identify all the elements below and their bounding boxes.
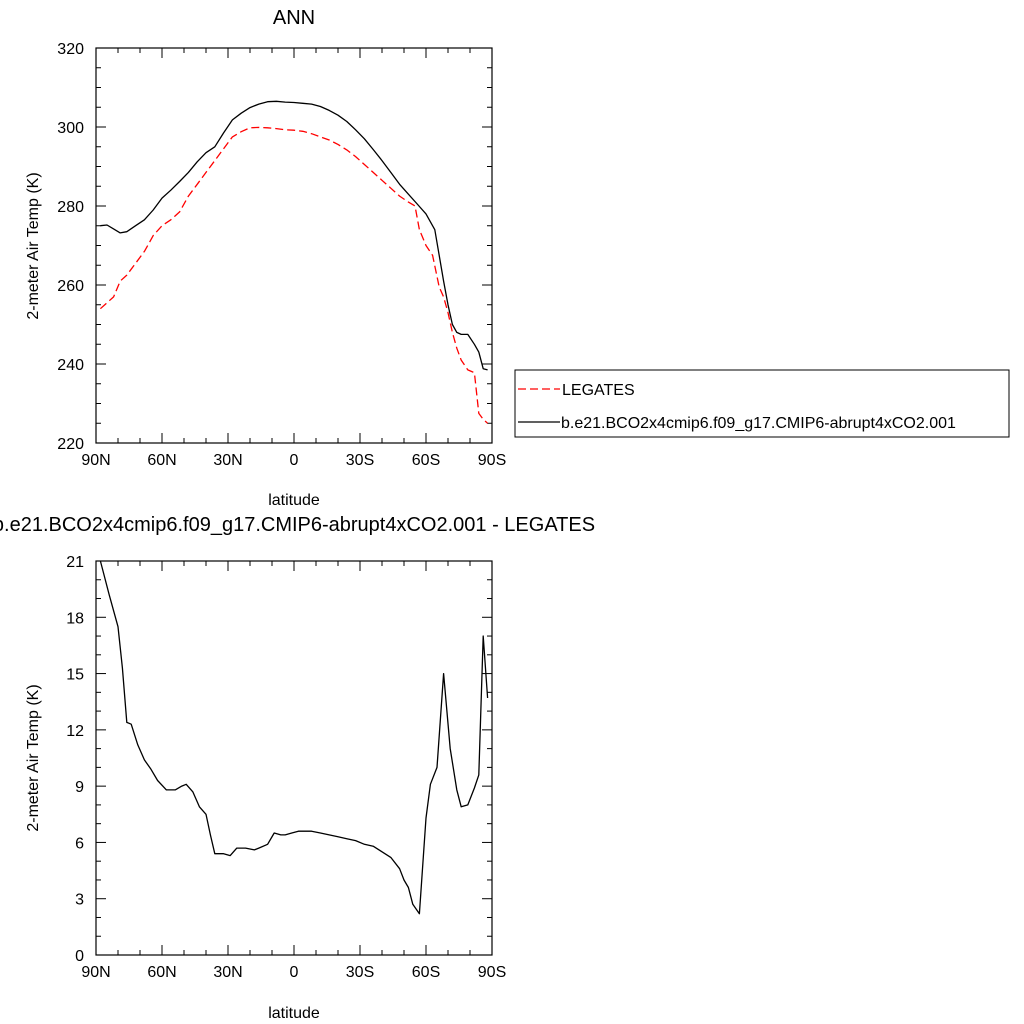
top-panel-x-axis-label: latitude xyxy=(268,492,320,509)
top-panel-x-tick-label: 60S xyxy=(412,452,440,469)
top-panel-y-tick-label: 320 xyxy=(57,41,84,58)
top-panel-ticks: 90N 60N 30N 0 30S 60S 90S 220 240 260 280 300 320 xyxy=(57,41,506,469)
bottom-panel-x-tick-label: 90S xyxy=(478,964,506,981)
top-panel-y-tick-label: 240 xyxy=(57,357,84,374)
top-panel-frame xyxy=(95,47,493,444)
top-panel-y-axis-label: 2-meter Air Temp (K) xyxy=(25,172,42,319)
bottom-panel-y-tick-label: 6 xyxy=(75,835,84,852)
top-panel-y-tick-label: 280 xyxy=(57,199,84,216)
legend-box xyxy=(514,369,1010,438)
bottom-panel-x-tick-label: 30N xyxy=(213,964,242,981)
top-panel-x-tick-label: 0 xyxy=(290,452,299,469)
bottom-panel-y-tick-label: 3 xyxy=(75,892,84,909)
top-panel-y-tick-label: 300 xyxy=(57,120,84,137)
bottom-panel-x-tick-label: 90N xyxy=(81,964,110,981)
legend: LEGATES b.e21.BCO2x4cmip6.f09_g17.CMIP6-… xyxy=(514,369,1010,438)
top-panel-series-line-0 xyxy=(99,126,489,424)
top-panel-x-tick-label: 30N xyxy=(213,452,242,469)
top-panel-y-tick-label: 220 xyxy=(57,436,84,453)
bottom-panel-y-tick-label: 18 xyxy=(66,610,84,627)
bottom-panel-y-tick-label: 15 xyxy=(66,667,84,684)
bottom-panel-series-line-0 xyxy=(99,560,489,915)
top-panel-plot-area xyxy=(99,100,489,424)
top-panel-title: ANN xyxy=(273,7,315,29)
bottom-panel-ticks: 90N 60N 30N 0 30S 60S 90S 0 3 6 9 12 15 18 21 xyxy=(66,554,506,981)
top-panel-series-line-1 xyxy=(100,100,488,371)
top-panel-x-tick-label: 30S xyxy=(346,452,374,469)
top-panel: ANN latitude 2-meter Air Temp (K) 90N 60N… xyxy=(25,7,506,509)
bottom-panel-title: b.e21.BCO2x4cmip6.f09_g17.CMIP6-abrupt4x… xyxy=(0,514,595,536)
bottom-panel-x-tick-label: 60N xyxy=(147,964,176,981)
bottom-panel-x-tick-label: 0 xyxy=(290,964,299,981)
top-panel-x-tick-label: 60N xyxy=(147,452,176,469)
bottom-panel-y-tick-label: 0 xyxy=(75,948,84,965)
bottom-panel-x-tick-label: 60S xyxy=(412,964,440,981)
top-panel-x-tick-label: 90N xyxy=(81,452,110,469)
bottom-panel-y-axis-label: 2-meter Air Temp (K) xyxy=(25,684,42,831)
bottom-panel-y-tick-label: 21 xyxy=(66,554,84,571)
bottom-panel-plot-area xyxy=(99,560,489,915)
bottom-panel-x-tick-label: 30S xyxy=(346,964,374,981)
legend-label-legates: LEGATES xyxy=(562,382,635,399)
bottom-panel-y-tick-label: 9 xyxy=(75,779,84,796)
top-panel-y-tick-label: 260 xyxy=(57,278,84,295)
bottom-panel: b.e21.BCO2x4cmip6.f09_g17.CMIP6-abrupt4x… xyxy=(0,514,595,1022)
bottom-panel-frame xyxy=(95,560,493,956)
legend-label-model: b.e21.BCO2x4cmip6.f09_g17.CMIP6-abrupt4x… xyxy=(561,415,956,432)
bottom-panel-x-axis-label: latitude xyxy=(268,1005,320,1022)
bottom-panel-y-tick-label: 12 xyxy=(66,723,84,740)
top-panel-x-tick-label: 90S xyxy=(478,452,506,469)
